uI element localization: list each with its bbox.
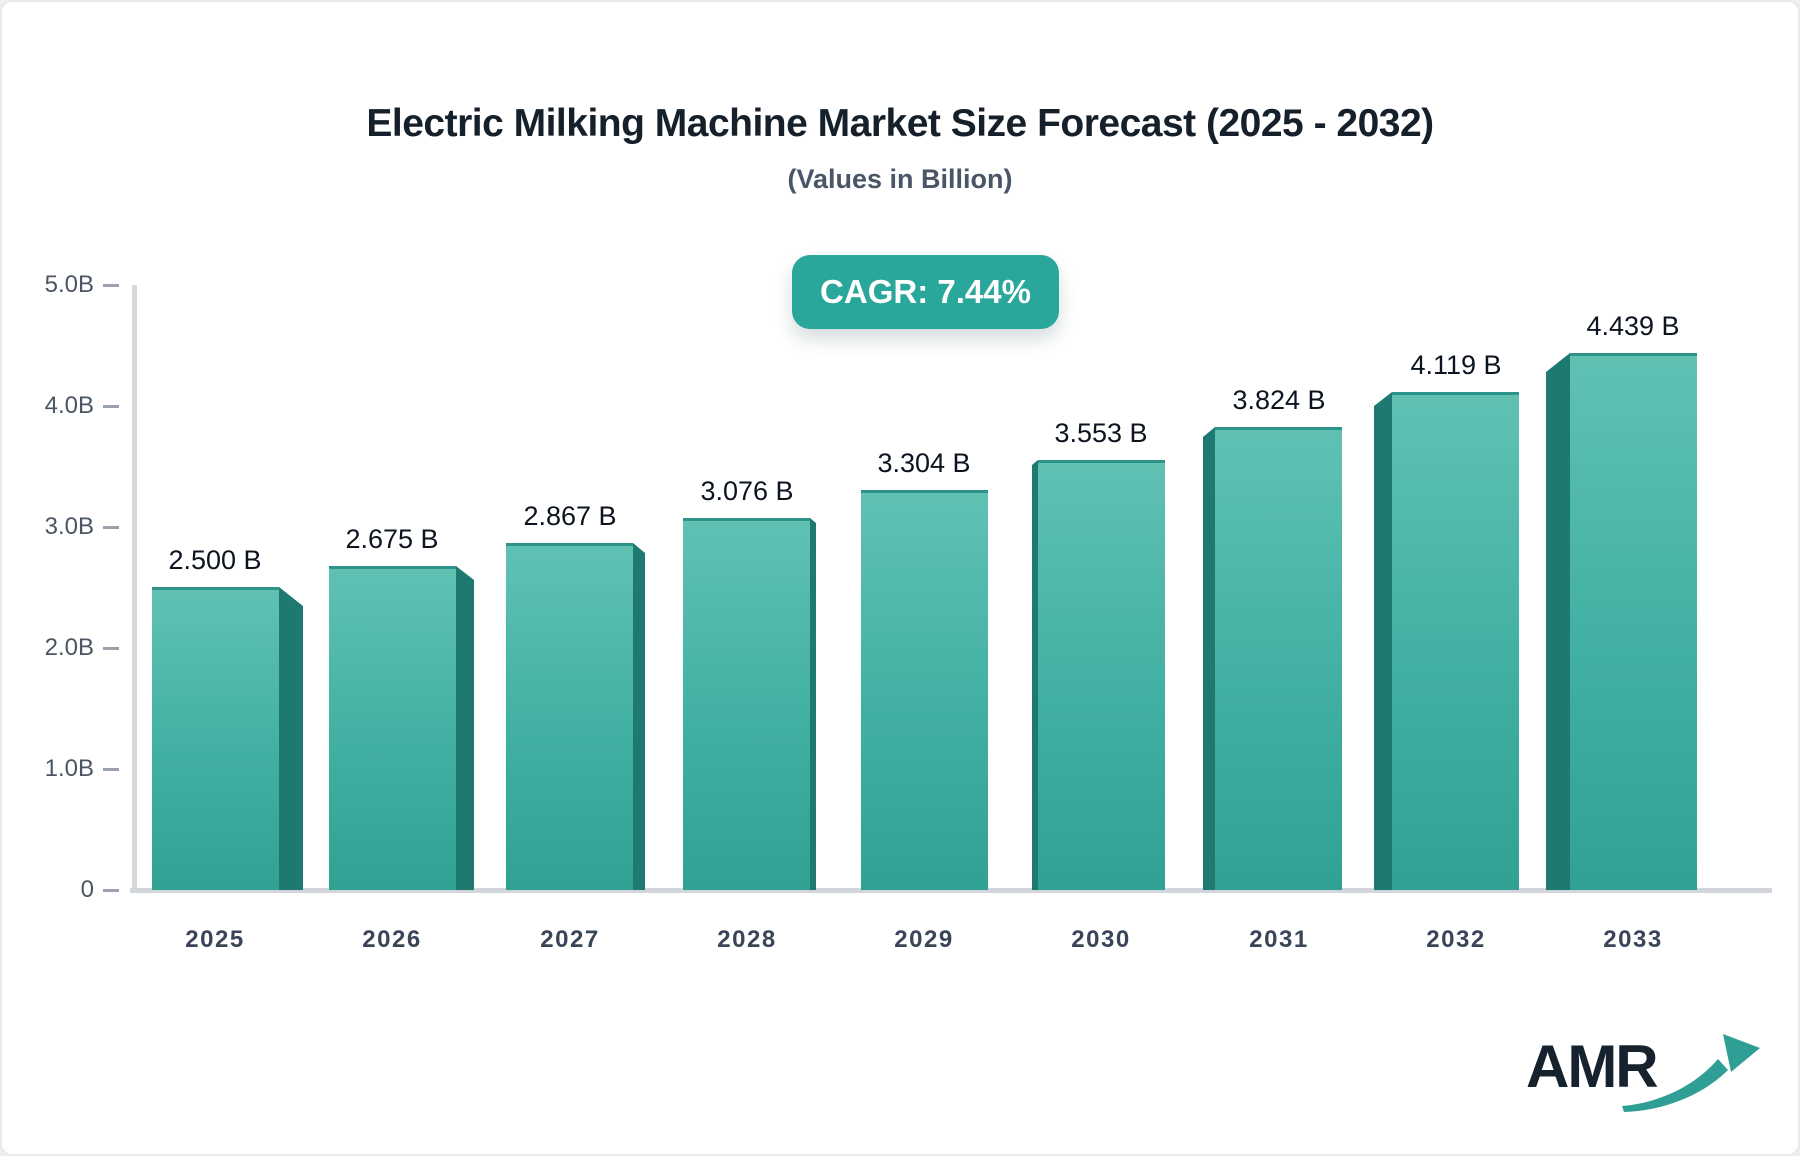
x-label-2029: 2029 bbox=[894, 926, 954, 953]
y-axis-line bbox=[132, 285, 137, 890]
y-tick-label-0: 0 bbox=[80, 876, 94, 903]
bar-2032 bbox=[1392, 392, 1519, 890]
bar-2033 bbox=[1570, 353, 1697, 890]
value-label-2027: 2.867 B bbox=[523, 501, 617, 531]
brand-logo: AMR bbox=[1526, 1032, 1766, 1122]
x-label-2025: 2025 bbox=[185, 926, 245, 953]
value-label-2033: 4.439 B bbox=[1586, 311, 1680, 341]
bar-side-2028 bbox=[810, 518, 816, 890]
value-label-2028: 3.076 B bbox=[700, 476, 794, 506]
bar-side-2027 bbox=[633, 543, 645, 890]
y-tick-5.0B bbox=[103, 284, 119, 287]
value-label-2025: 2.500 B bbox=[168, 545, 262, 575]
chart-subtitle: (Values in Billion) bbox=[787, 164, 1013, 194]
y-tick-label-5.0B: 5.0B bbox=[44, 271, 94, 298]
y-tick-3.0B bbox=[103, 526, 119, 529]
bar-side-2025 bbox=[279, 587, 303, 890]
x-label-2033: 2033 bbox=[1603, 926, 1663, 953]
x-label-2030: 2030 bbox=[1071, 926, 1131, 953]
logo-arrow-icon bbox=[1622, 1034, 1760, 1112]
x-label-2031: 2031 bbox=[1249, 926, 1309, 953]
y-tick-2.0B bbox=[103, 647, 119, 650]
y-tick-1.0B bbox=[103, 768, 119, 771]
logo-text: AMR bbox=[1526, 1033, 1659, 1100]
bar-2030 bbox=[1038, 460, 1165, 890]
x-label-2028: 2028 bbox=[717, 926, 777, 953]
x-axis-line bbox=[130, 888, 1772, 893]
value-label-2026: 2.675 B bbox=[345, 524, 439, 554]
value-label-2030: 3.553 B bbox=[1054, 418, 1148, 448]
value-label-2031: 3.824 B bbox=[1232, 385, 1326, 415]
x-label-2032: 2032 bbox=[1426, 926, 1486, 953]
y-tick-label-1.0B: 1.0B bbox=[44, 755, 94, 782]
value-label-2032: 4.119 B bbox=[1410, 350, 1502, 380]
bar-2028 bbox=[683, 518, 810, 890]
bar-side-2033 bbox=[1546, 353, 1570, 890]
y-tick-label-3.0B: 3.0B bbox=[44, 513, 94, 540]
bar-2031 bbox=[1215, 427, 1342, 890]
value-label-2029: 3.304 B bbox=[877, 448, 971, 478]
bar-side-2032 bbox=[1374, 392, 1392, 890]
bar-2026 bbox=[329, 566, 456, 890]
cagr-badge: CAGR: 7.44% bbox=[792, 255, 1059, 329]
y-tick-label-4.0B: 4.0B bbox=[44, 392, 94, 419]
chart-title: Electric Milking Machine Market Size For… bbox=[366, 102, 1434, 145]
bar-2027 bbox=[506, 543, 633, 890]
y-tick-label-2.0B: 2.0B bbox=[44, 634, 94, 661]
y-tick-4.0B bbox=[103, 405, 119, 408]
bar-side-2031 bbox=[1203, 427, 1215, 890]
bar-2025 bbox=[152, 587, 279, 890]
y-tick-0 bbox=[103, 889, 119, 892]
bar-side-2026 bbox=[456, 566, 474, 890]
x-label-2027: 2027 bbox=[540, 926, 600, 953]
bar-side-2030 bbox=[1032, 460, 1038, 890]
x-label-2026: 2026 bbox=[362, 926, 422, 953]
bar-2029 bbox=[861, 490, 988, 890]
